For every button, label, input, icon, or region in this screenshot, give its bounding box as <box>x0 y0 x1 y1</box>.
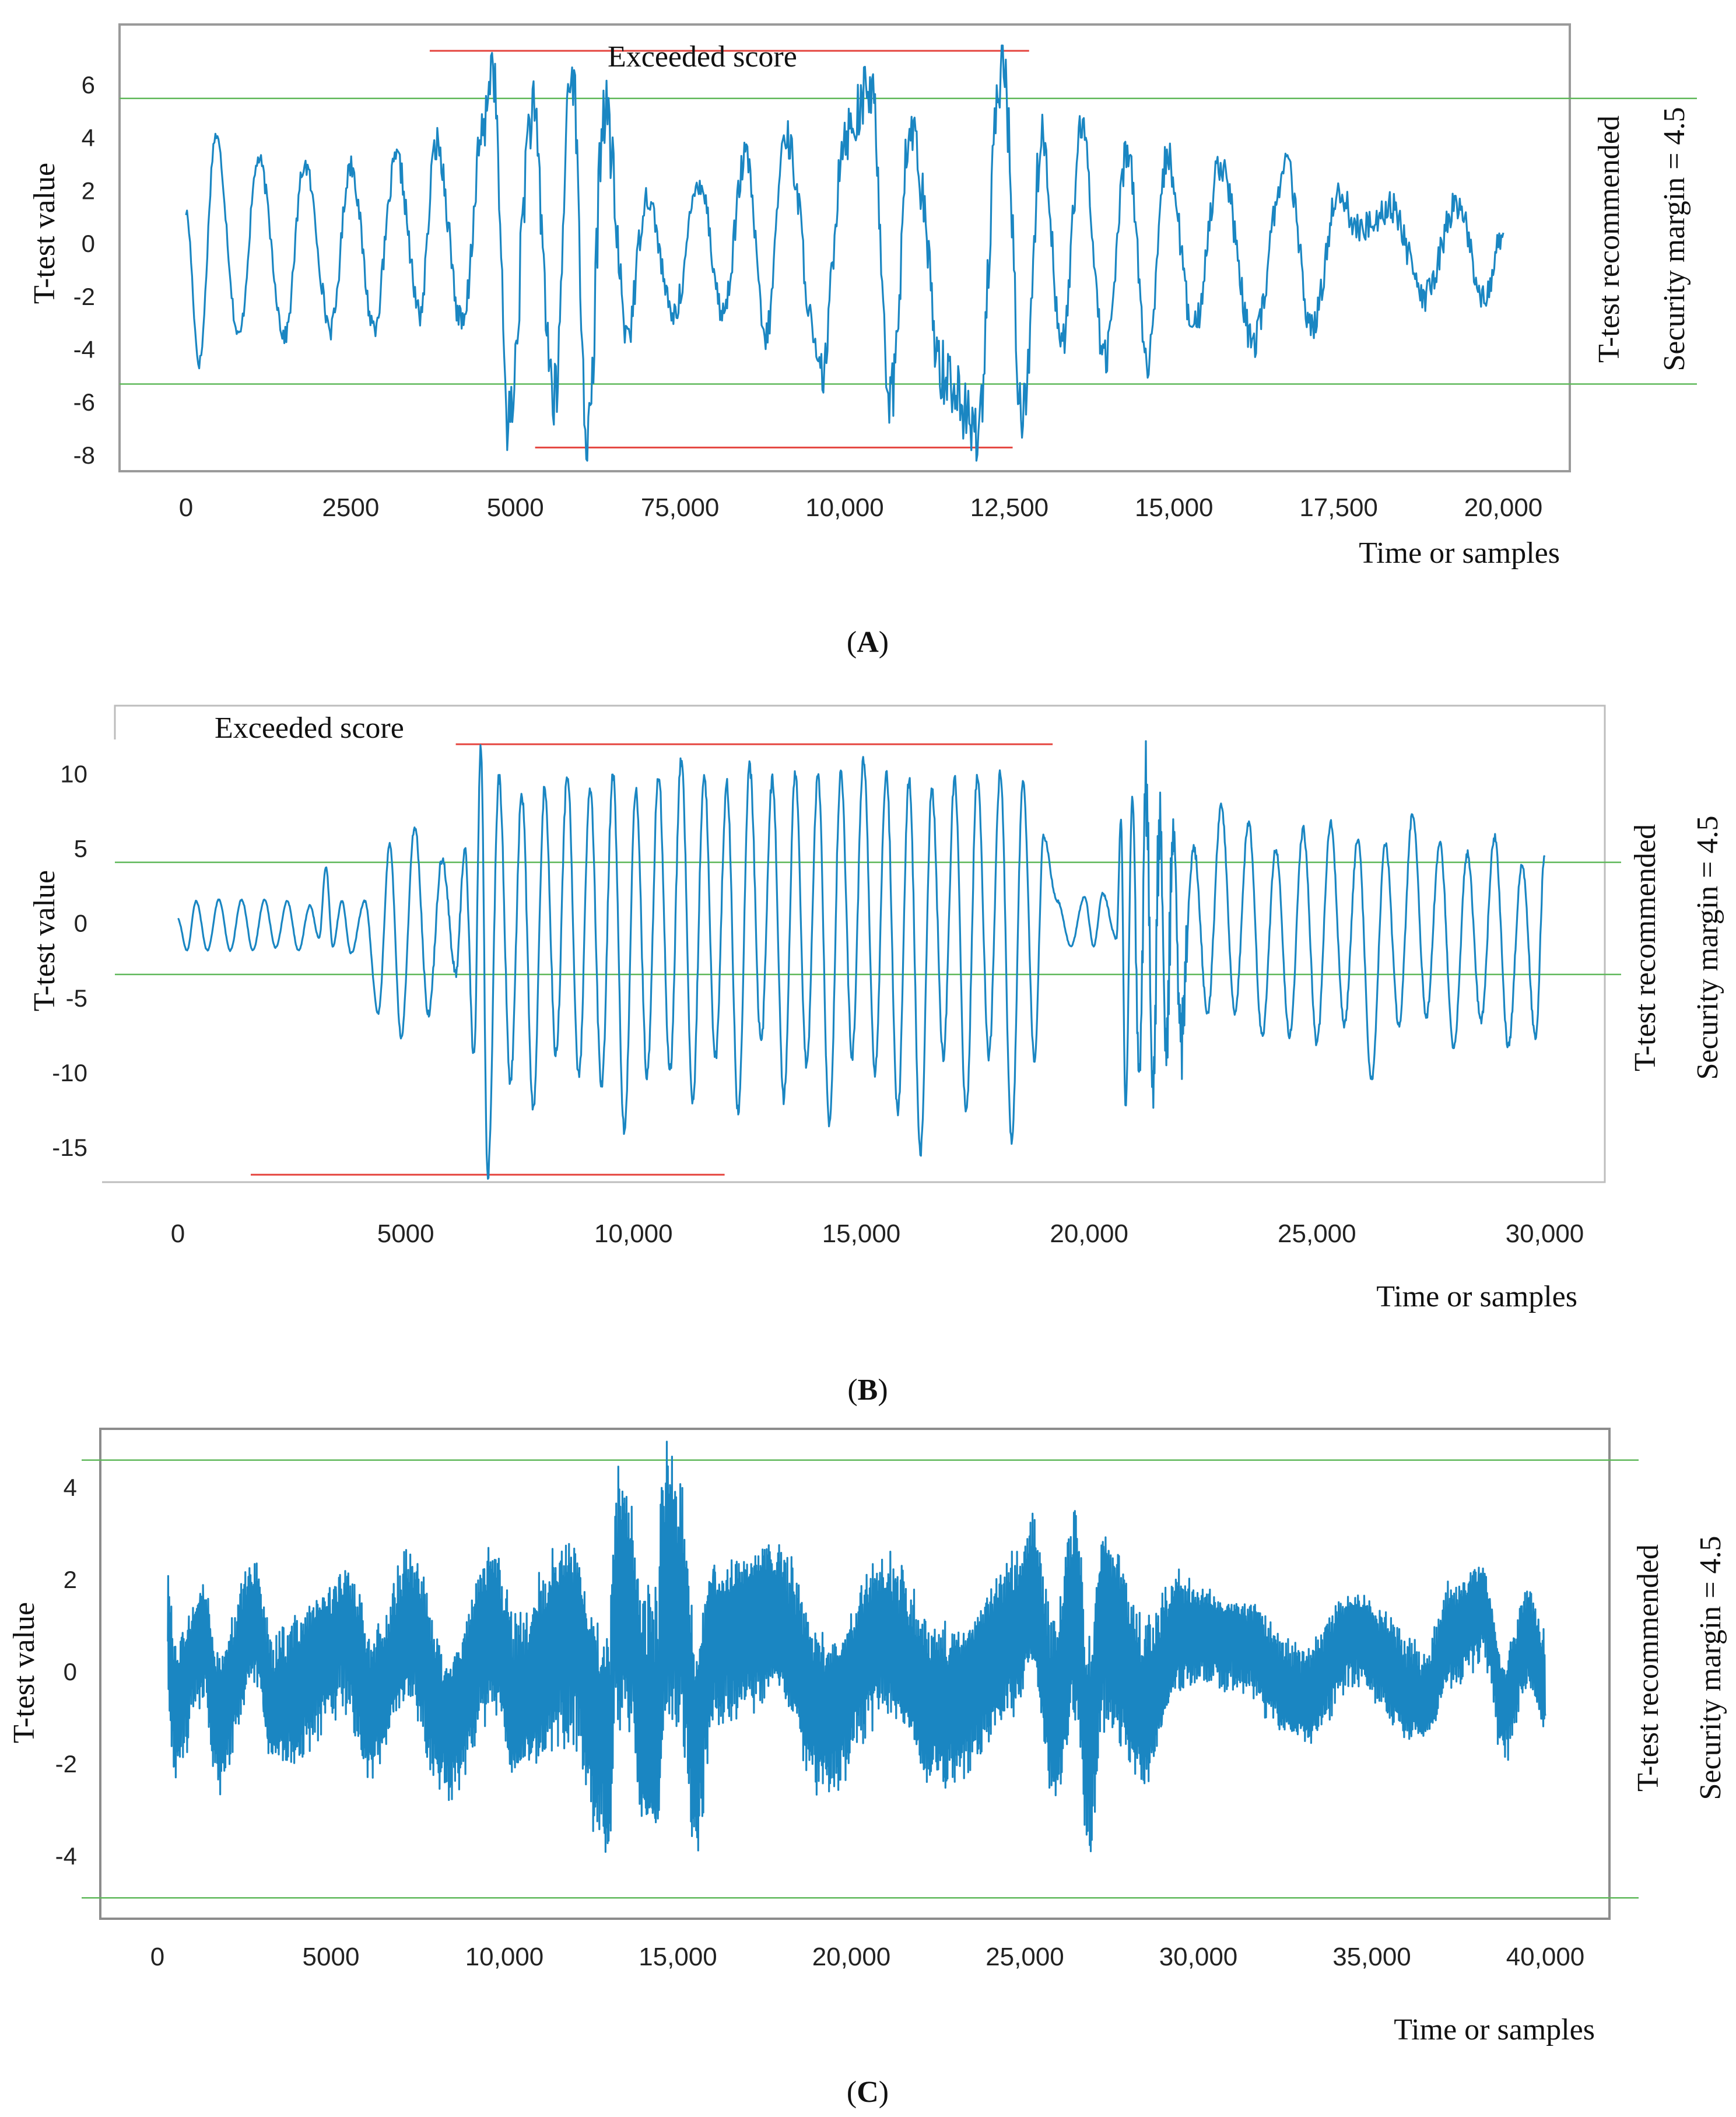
plot-frame <box>118 23 1571 472</box>
y-tick-label: 4 <box>64 1474 77 1501</box>
x-tick-label: 40,000 <box>1506 1943 1585 1971</box>
exceeded-score-annotation: Exceeded score <box>215 711 404 745</box>
x-axis: 0 5000 10,000 15,000 20,000 25,000 30,000 <box>171 1219 1584 1248</box>
panel-label: (B) <box>847 1373 888 1407</box>
exceeded-score-lines <box>429 50 1029 448</box>
panel-letter: A <box>857 626 879 659</box>
x-tick-label: 5000 <box>377 1219 434 1248</box>
x-tick-label: 15,000 <box>822 1219 901 1248</box>
y-tick-label: -10 <box>52 1059 87 1086</box>
y-tick-label: -15 <box>52 1134 87 1161</box>
x-tick-label: 5000 <box>303 1943 360 1971</box>
panel-b: 10 5 0 -5 -10 -15 0 5000 10,000 15,000 20,000 25,0… <box>28 705 1724 1407</box>
x-tick-label: 17,500 <box>1299 493 1378 522</box>
t-test-series-line <box>177 740 1546 1180</box>
right-label-recommended: T-test recommended <box>1629 824 1662 1071</box>
right-label-security-margin: Security margin = 4.5 <box>1658 107 1691 371</box>
x-tick-label: 10,000 <box>465 1943 544 1971</box>
plot-frame <box>99 1428 1611 1920</box>
x-tick-label: 0 <box>171 1219 185 1248</box>
x-axis-label: Time or samples <box>1376 1280 1577 1313</box>
x-tick-label: 0 <box>150 1943 164 1971</box>
panel-label: (C) <box>847 2076 889 2109</box>
threshold-lines <box>120 97 1697 385</box>
right-label-recommended: T-test recommended <box>1593 115 1626 363</box>
panel-letter: C <box>857 2076 879 2109</box>
t-test-series-line <box>185 44 1504 462</box>
y-tick-label: 2 <box>64 1566 77 1593</box>
x-tick-label: 5000 <box>487 493 544 522</box>
plot-frame <box>102 705 1606 1183</box>
x-tick-label: 20,000 <box>812 1943 891 1971</box>
y-tick-label: -2 <box>73 283 95 310</box>
panel-c: 4 2 0 -2 -4 0 5000 10,000 15,000 20,000 25,000 30,… <box>8 1428 1727 2109</box>
y-tick-label: -4 <box>55 1842 77 1870</box>
y-tick-label: -6 <box>73 388 95 416</box>
y-tick-label: -4 <box>73 336 95 363</box>
x-tick-label: 30,000 <box>1159 1943 1238 1971</box>
x-tick-label: 2500 <box>322 493 379 522</box>
x-tick-label: 20,000 <box>1050 1219 1128 1248</box>
right-label-security-margin: Security margin = 4.5 <box>1694 1536 1727 1800</box>
x-axis-label: Time or samples <box>1394 2013 1595 2046</box>
y-axis: 6 4 2 0 -2 -4 -6 -8 <box>73 71 95 469</box>
x-axis: 0 2500 5000 75,000 10,000 12,500 15,000 17,500 2… <box>179 493 1543 522</box>
y-tick-label: 5 <box>74 835 87 863</box>
panel-label: (A) <box>847 626 889 659</box>
y-tick-label: 0 <box>64 1658 77 1685</box>
exceeded-score-annotation: Exceeded score <box>608 40 797 73</box>
x-tick-label: 25,000 <box>1278 1219 1356 1248</box>
y-axis-label: T-test value <box>28 870 61 1011</box>
y-tick-label: 6 <box>82 71 95 99</box>
x-tick-label: 35,000 <box>1332 1943 1411 1971</box>
right-label-recommended: T-test recommended <box>1632 1544 1665 1792</box>
right-label-security-margin: Security margin = 4.5 <box>1691 816 1724 1080</box>
y-tick-label: -8 <box>73 441 95 469</box>
x-tick-label: 10,000 <box>805 493 884 522</box>
x-tick-label: 25,000 <box>986 1943 1064 1971</box>
x-tick-label: 0 <box>179 493 193 522</box>
x-tick-label: 15,000 <box>1135 493 1214 522</box>
x-tick-label: 20,000 <box>1464 493 1543 522</box>
y-tick-label: 0 <box>74 910 87 937</box>
y-tick-label: -2 <box>55 1750 77 1778</box>
x-tick-label: 30,000 <box>1506 1219 1584 1248</box>
x-axis-label: Time or samples <box>1359 537 1560 570</box>
x-tick-label: 10,000 <box>594 1219 673 1248</box>
x-tick-label: 75,000 <box>641 493 720 522</box>
y-axis: 10 5 0 -5 -10 -15 <box>52 760 87 1161</box>
y-axis-label: T-test value <box>8 1602 41 1743</box>
panel-a: 6 4 2 0 -2 -4 -6 -8 0 2500 5000 75,000 10,000 12,500… <box>28 23 1697 659</box>
y-tick-label: -5 <box>66 984 87 1012</box>
t-test-series-line <box>167 1440 1546 1853</box>
y-tick-label: 0 <box>82 230 95 257</box>
x-tick-label: 12,500 <box>970 493 1049 522</box>
y-axis: 4 2 0 -2 -4 <box>55 1474 77 1870</box>
y-axis-label: T-test value <box>28 163 61 304</box>
x-axis: 0 5000 10,000 15,000 20,000 25,000 30,000 35,00… <box>150 1943 1585 1971</box>
threshold-lines <box>82 1459 1639 1899</box>
x-tick-label: 15,000 <box>639 1943 717 1971</box>
y-tick-label: 4 <box>82 124 95 152</box>
y-tick-label: 2 <box>82 177 95 204</box>
y-tick-label: 10 <box>60 760 87 787</box>
panel-letter: B <box>858 1373 878 1407</box>
